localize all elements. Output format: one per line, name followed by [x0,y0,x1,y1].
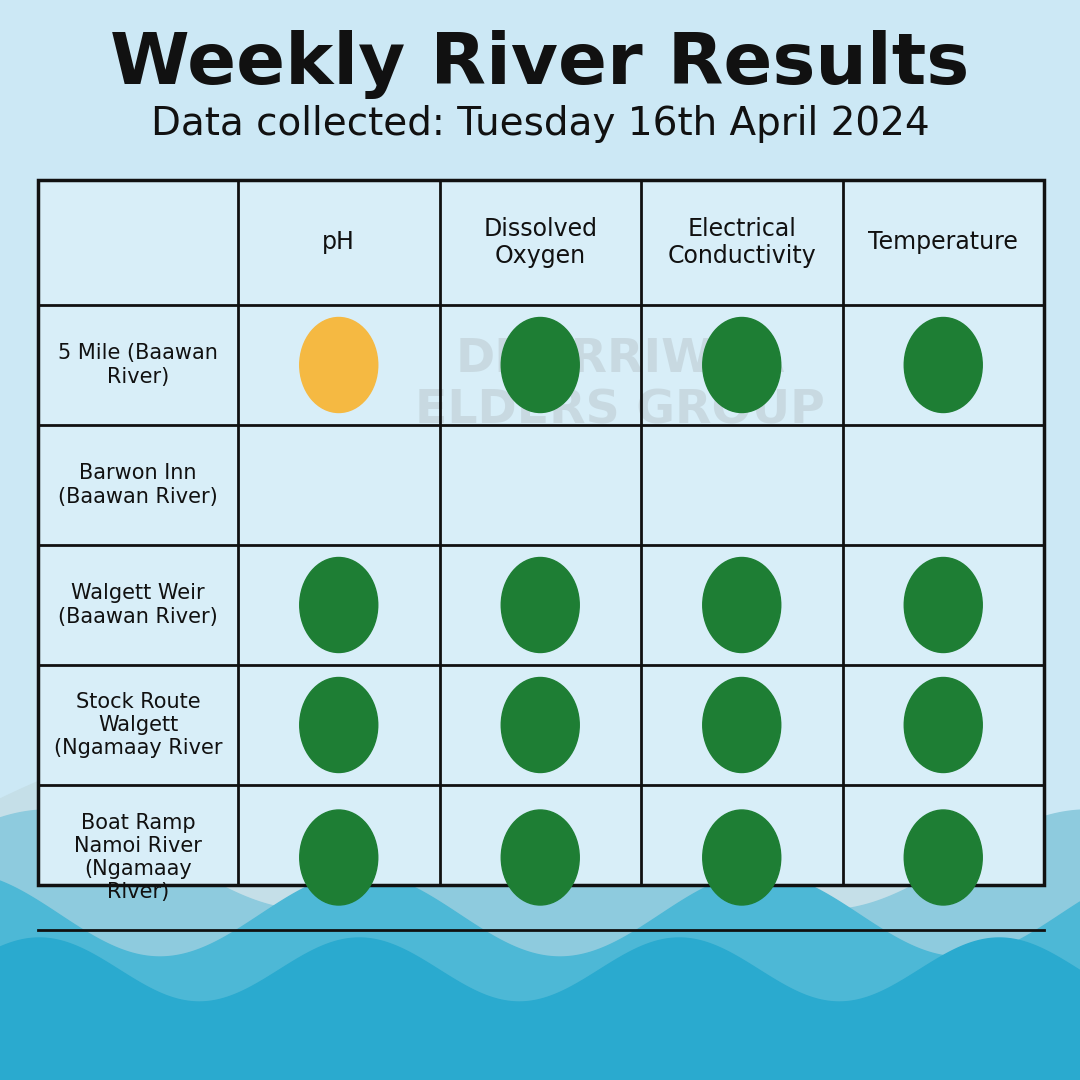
Text: Barwon Inn
(Baawan River): Barwon Inn (Baawan River) [58,463,218,507]
Ellipse shape [501,318,579,413]
Ellipse shape [904,557,982,652]
Text: 5 Mile (Baawan
River): 5 Mile (Baawan River) [58,343,218,387]
Ellipse shape [501,677,579,772]
Text: Boat Ramp
Namoi River
(Ngamaay
River): Boat Ramp Namoi River (Ngamaay River) [75,812,202,902]
Text: Stock Route
Walgett
(Ngamaay River: Stock Route Walgett (Ngamaay River [54,692,222,758]
Text: Dissolved
Oxygen: Dissolved Oxygen [483,217,597,269]
Ellipse shape [501,557,579,652]
Ellipse shape [703,557,781,652]
Text: Weekly River Results: Weekly River Results [110,30,970,99]
Ellipse shape [703,318,781,413]
Bar [38,180,1044,885]
Ellipse shape [300,318,378,413]
Ellipse shape [904,677,982,772]
Ellipse shape [501,810,579,905]
Ellipse shape [300,810,378,905]
Text: Electrical
Conductivity: Electrical Conductivity [667,217,816,269]
Text: Walgett Weir
(Baawan River): Walgett Weir (Baawan River) [58,583,218,626]
Text: Temperature: Temperature [868,230,1018,255]
Ellipse shape [300,677,378,772]
Ellipse shape [904,318,982,413]
Text: DHARRIWAA
ELDERS GROUP: DHARRIWAA ELDERS GROUP [415,337,825,433]
Text: pH: pH [322,230,355,255]
Text: Data collected: Tuesday 16th April 2024: Data collected: Tuesday 16th April 2024 [151,105,929,143]
Ellipse shape [904,810,982,905]
Ellipse shape [703,810,781,905]
Ellipse shape [703,677,781,772]
Ellipse shape [300,557,378,652]
